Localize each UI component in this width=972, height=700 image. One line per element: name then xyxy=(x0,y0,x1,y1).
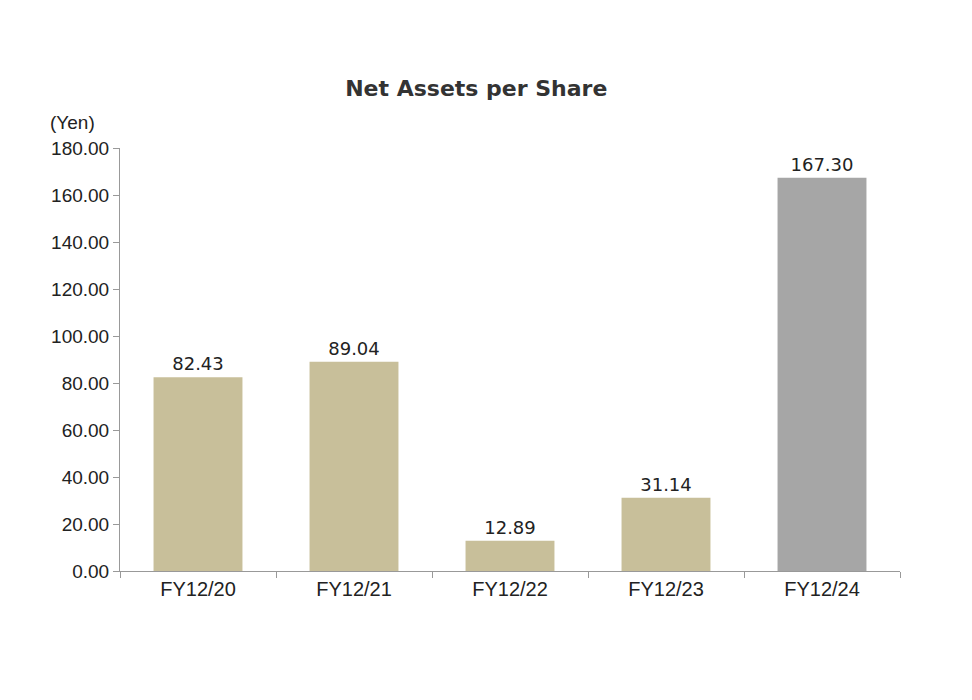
svg-text:20.00: 20.00 xyxy=(62,514,110,535)
svg-text:160.00: 160.00 xyxy=(51,185,109,206)
svg-text:FY12/22: FY12/22 xyxy=(472,578,548,600)
svg-text:0.00: 0.00 xyxy=(72,561,109,582)
svg-text:180.00: 180.00 xyxy=(51,138,109,159)
svg-text:12.89: 12.89 xyxy=(484,517,536,538)
svg-text:120.00: 120.00 xyxy=(51,279,109,300)
svg-text:100.00: 100.00 xyxy=(51,326,109,347)
svg-text:82.43: 82.43 xyxy=(172,353,224,374)
svg-text:FY12/21: FY12/21 xyxy=(316,578,392,600)
svg-text:80.00: 80.00 xyxy=(62,373,110,394)
svg-text:140.00: 140.00 xyxy=(51,232,109,253)
svg-text:60.00: 60.00 xyxy=(62,420,110,441)
svg-text:167.30: 167.30 xyxy=(791,154,854,175)
svg-text:31.14: 31.14 xyxy=(640,474,692,495)
svg-text:40.00: 40.00 xyxy=(62,467,110,488)
svg-text:FY12/20: FY12/20 xyxy=(160,578,236,600)
svg-text:(Yen): (Yen) xyxy=(50,112,95,133)
svg-text:FY12/23: FY12/23 xyxy=(628,578,704,600)
svg-text:Net Assets per Share: Net Assets per Share xyxy=(345,76,607,101)
svg-text:FY12/24: FY12/24 xyxy=(784,578,860,600)
svg-text:89.04: 89.04 xyxy=(328,338,380,359)
